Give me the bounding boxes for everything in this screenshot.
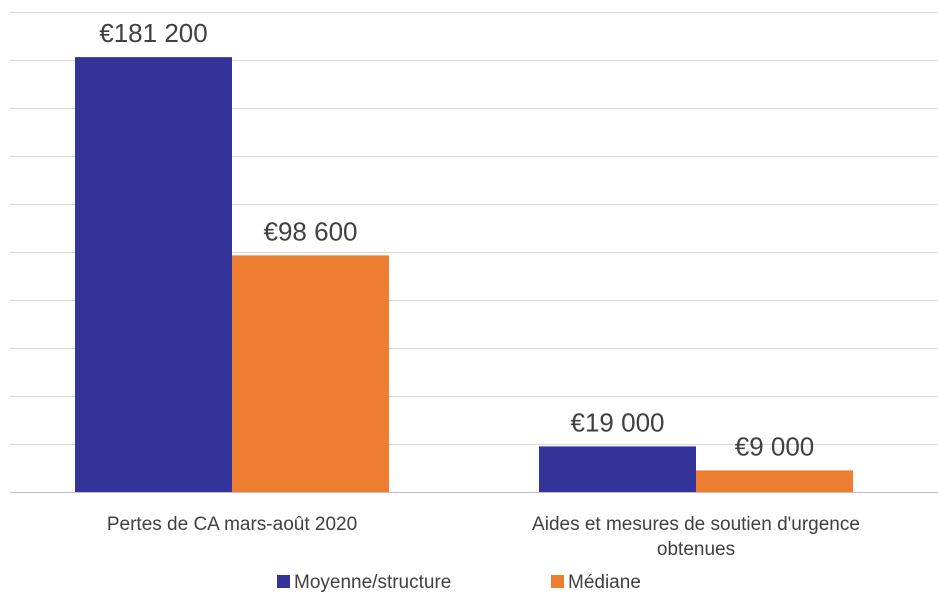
- bar-mediane-1: [232, 255, 389, 492]
- bar-mediane-2: [696, 470, 853, 492]
- category-label: obtenues: [657, 539, 735, 560]
- data-label: €98 600: [264, 216, 358, 246]
- category-labels: Pertes de CA mars-août 2020 Aides et mesu…: [107, 514, 860, 560]
- bar-moyenne-2: [539, 446, 696, 492]
- bar-moyenne-1: [75, 57, 232, 493]
- legend-label: Moyenne/structure: [294, 572, 451, 593]
- category-label: Aides et mesures de soutien d'urgence: [532, 514, 860, 535]
- data-label: €19 000: [571, 407, 665, 437]
- legend-label: Médiane: [568, 572, 641, 593]
- data-labels: €181 200 €98 600 €19 000 €9 000: [99, 18, 814, 461]
- category-label: Pertes de CA mars-août 2020: [107, 514, 357, 535]
- data-label: €9 000: [735, 431, 815, 461]
- data-label: €181 200: [99, 18, 207, 48]
- legend-swatch-moyenne: [277, 575, 290, 588]
- bars: [75, 57, 853, 493]
- legend-swatch-mediane: [551, 575, 564, 588]
- legend: Moyenne/structure Médiane: [277, 572, 641, 593]
